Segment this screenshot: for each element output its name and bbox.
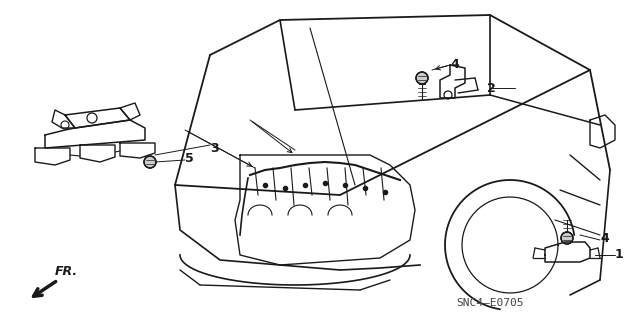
Text: 2: 2 [487, 81, 496, 94]
Circle shape [561, 232, 573, 244]
Text: 4: 4 [450, 58, 459, 71]
Text: 4: 4 [600, 232, 609, 244]
Text: FR.: FR. [55, 265, 78, 278]
Text: 3: 3 [210, 142, 219, 154]
Circle shape [144, 156, 156, 168]
Text: 5: 5 [185, 152, 194, 165]
Text: 1: 1 [615, 249, 624, 262]
Text: SNC4–E0705: SNC4–E0705 [456, 298, 524, 308]
Circle shape [416, 72, 428, 84]
